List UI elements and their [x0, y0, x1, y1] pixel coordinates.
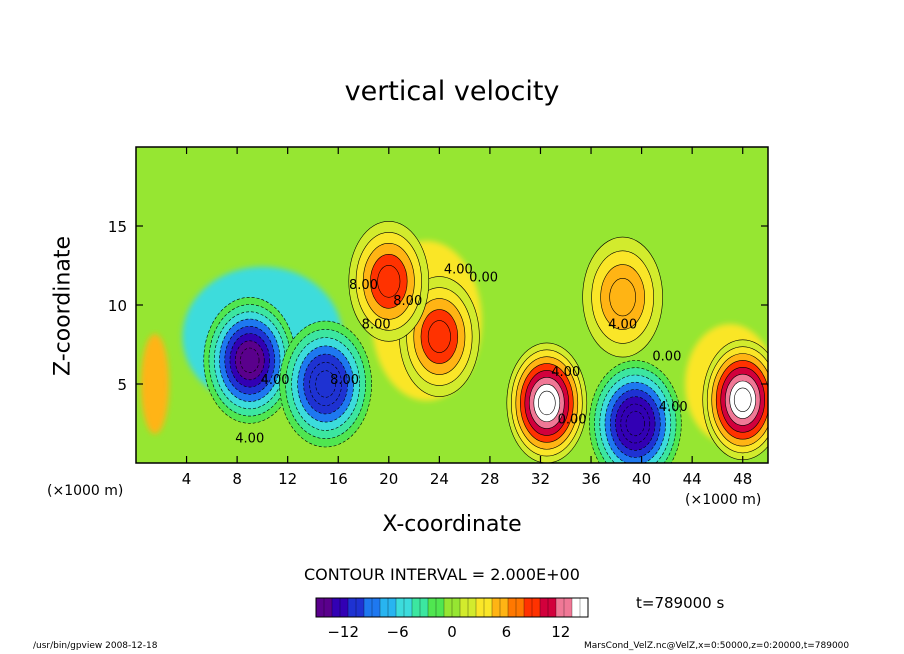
colorbar-segment [331, 597, 341, 618]
time-label: t=789000 s [636, 594, 725, 612]
colorbar-segment [571, 597, 581, 618]
x-tick-label: 36 [581, 470, 600, 488]
contour-label: 4.00 [608, 318, 637, 333]
colorbar-segment [435, 597, 445, 618]
velocity-field [136, 147, 768, 463]
contour-level [625, 410, 645, 437]
contour-label: 4.00 [261, 373, 290, 388]
y-tick-label: 10 [108, 297, 127, 315]
x-tick-label: 40 [632, 470, 651, 488]
x-unit-label-left: (×1000 m) [47, 483, 124, 499]
x-tick-label: 16 [329, 470, 348, 488]
x-unit-label-right: (×1000 m) [685, 492, 762, 508]
contour-level [315, 370, 336, 398]
colorbar-segment [339, 597, 349, 618]
colorbar-segment [515, 597, 525, 618]
contour-level [377, 264, 401, 298]
field-feature-updraft [348, 220, 430, 342]
field-feature-updraft [582, 236, 663, 358]
x-tick-label: 44 [683, 470, 702, 488]
colorbar-tick-label: 12 [551, 623, 570, 641]
contour-label: 4.00 [235, 431, 264, 446]
contour-level [733, 387, 752, 412]
colorbar-segment [563, 597, 573, 618]
chart-title: vertical velocity [344, 76, 560, 107]
colorbar-segment [523, 597, 533, 618]
x-axis-ticks: 4 8 12 16 20 24 28 32 36 40 44 48 [182, 147, 752, 488]
colorbar-segment [403, 597, 413, 618]
colorbar-frame [315, 597, 589, 618]
contour-label: 4.00 [444, 262, 473, 277]
colorbar-segment [499, 597, 509, 618]
x-tick-label: 4 [182, 470, 192, 488]
field-region-positive [140, 334, 169, 434]
colorbar-segment [355, 597, 365, 618]
colorbar-segment [347, 597, 357, 618]
colorbar-segment [507, 597, 517, 618]
colorbar-segment [491, 597, 501, 618]
contour-label: 0.00 [652, 349, 681, 364]
colorbar-segment [531, 597, 541, 618]
colorbar-segment [427, 597, 437, 618]
contour-label: 4.00 [551, 365, 580, 380]
contour-label: 8.00 [362, 318, 391, 333]
colorbar-segment [323, 597, 333, 618]
contour-level [427, 320, 451, 353]
y-axis-label: Z-coordinate [50, 236, 76, 376]
colorbar-segment [387, 597, 397, 618]
colorbar-segment [371, 597, 381, 618]
colorbar-segment [539, 597, 549, 618]
contour-level [537, 390, 556, 416]
contour-label: 0.00 [558, 413, 587, 428]
colorbar-tick-label: 0 [447, 623, 457, 641]
colorbar-segment [555, 597, 565, 618]
x-tick-label: 20 [379, 470, 398, 488]
colorbar: −12 −6 0 6 12 [315, 597, 589, 641]
footer-program-date: /usr/bin/gpview 2008-12-18 [33, 641, 158, 651]
colorbar-segment [411, 597, 421, 618]
field-feature-downdraft [203, 296, 297, 424]
contour-label: 4.00 [659, 400, 688, 415]
colorbar-segment [475, 597, 485, 618]
y-tick-label: 5 [117, 376, 127, 394]
colorbar-segment [547, 597, 557, 618]
contour-label: 8.00 [393, 294, 422, 309]
colorbar-segment [483, 597, 493, 618]
x-tick-label: 32 [531, 470, 550, 488]
y-tick-label: 15 [108, 218, 127, 236]
contour-label: 8.00 [330, 373, 359, 388]
x-tick-label: 28 [480, 470, 499, 488]
x-tick-label: 8 [232, 470, 242, 488]
colorbar-segment [363, 597, 373, 618]
colorbar-segment [467, 597, 477, 618]
x-axis-label: X-coordinate [382, 512, 522, 537]
colorbar-segment [379, 597, 389, 618]
colorbar-segment [419, 597, 429, 618]
contour-interval-label: CONTOUR INTERVAL = 2.000E+00 [304, 565, 580, 584]
x-tick-label: 24 [430, 470, 449, 488]
colorbar-tick-label: 6 [502, 623, 512, 641]
field-feature-updraft [702, 339, 768, 461]
colorbar-segment [315, 597, 325, 618]
colorbar-tick-label: −12 [327, 623, 359, 641]
colorbar-segment [443, 597, 453, 618]
contour-label: 0.00 [469, 270, 498, 285]
field-feature-updraft [506, 342, 588, 463]
footer-dataset: MarsCond_VelZ.nc@VelZ,x=0:50000,z=0:2000… [584, 641, 850, 651]
contour-level [240, 347, 260, 373]
colorbar-segment [451, 597, 461, 618]
contour-level [609, 278, 636, 317]
contour-label: 8.00 [349, 278, 378, 293]
contour-labels: 4.000.008.008.008.008.004.004.004.000.00… [235, 262, 687, 446]
x-tick-label: 12 [278, 470, 297, 488]
field-feature-downdraft [279, 320, 372, 448]
y-axis-ticks: 5 10 15 [108, 218, 768, 394]
x-tick-label: 48 [733, 470, 752, 488]
colorbar-tick-label: −6 [387, 623, 409, 641]
colorbar-segment [459, 597, 469, 618]
colorbar-segment [395, 597, 405, 618]
colorbar-segment [579, 597, 589, 618]
field-feature-downdraft [588, 360, 682, 463]
